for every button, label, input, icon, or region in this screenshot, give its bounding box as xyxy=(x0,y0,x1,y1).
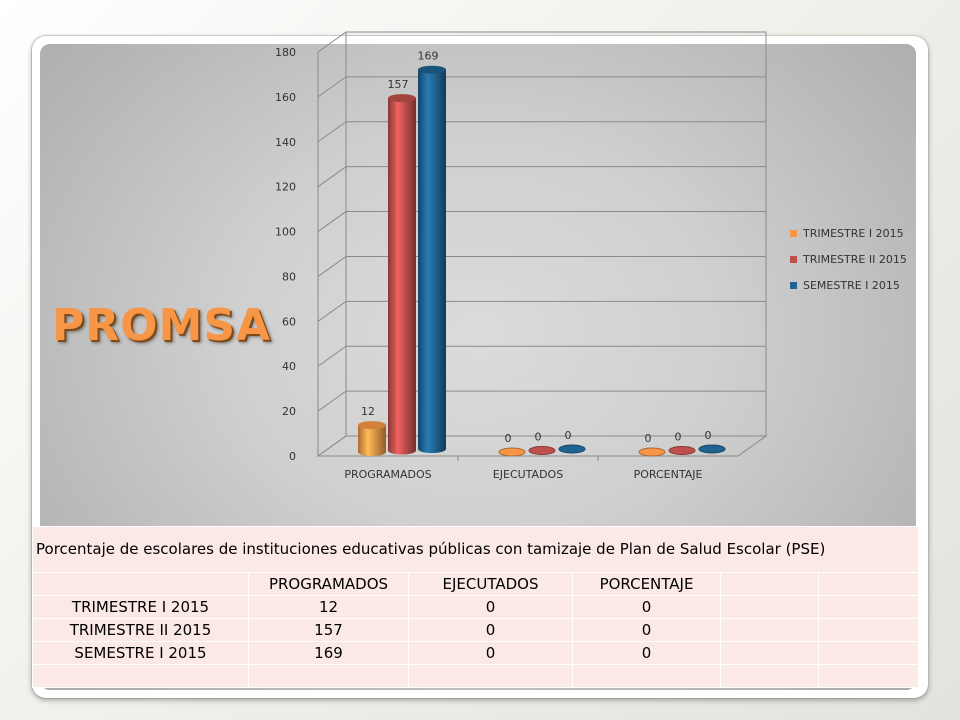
legend-swatch xyxy=(790,229,797,237)
table-cell xyxy=(720,641,819,665)
bar-top xyxy=(388,94,416,103)
y-tick-label: 40 xyxy=(282,360,296,373)
legend-swatch xyxy=(790,255,797,263)
table-cell: TRIMESTRE I 2015 xyxy=(32,595,249,619)
bar xyxy=(558,444,586,454)
table-cell xyxy=(817,641,920,665)
gridline xyxy=(317,255,766,277)
legend-label: TRIMESTRE I 2015 xyxy=(803,226,904,240)
table-header-row: PROGRAMADOS EJECUTADOS PORCENTAJE xyxy=(32,572,920,596)
data-label: 12 xyxy=(361,405,375,418)
y-tick-label: 120 xyxy=(275,181,296,194)
bar xyxy=(528,446,556,455)
legend-label: TRIMESTRE II 2015 xyxy=(803,252,907,266)
table-cell xyxy=(248,664,409,688)
gridline xyxy=(317,76,766,98)
table-caption: Porcentaje de escolares de instituciones… xyxy=(31,526,920,573)
table-cell: 0 xyxy=(572,618,721,642)
table-cell xyxy=(32,664,249,688)
data-label: 0 xyxy=(505,432,512,445)
table-cell: 0 xyxy=(408,641,573,665)
table-cell xyxy=(720,664,819,688)
slide-title: PROMSA xyxy=(52,300,272,351)
gridline xyxy=(317,31,766,53)
data-label: 0 xyxy=(565,429,572,442)
table-cell: 0 xyxy=(408,595,573,619)
table-cell: 157 xyxy=(248,618,409,642)
table-cell xyxy=(408,664,573,688)
bar xyxy=(698,444,726,454)
y-tick-label: 80 xyxy=(282,270,296,283)
y-tick-label: 0 xyxy=(289,450,296,463)
table-cell xyxy=(817,618,920,642)
bar xyxy=(638,447,666,457)
table-row xyxy=(32,664,920,688)
y-tick-label: 160 xyxy=(275,91,296,104)
x-tick-label: PORCENTAJE xyxy=(634,468,703,481)
table-cell xyxy=(572,664,721,688)
y-tick-label: 140 xyxy=(275,136,296,149)
data-table: Porcentaje de escolares de instituciones… xyxy=(31,526,920,688)
bar xyxy=(498,447,526,457)
gridline xyxy=(317,390,766,412)
table-cell xyxy=(720,595,819,619)
gridline xyxy=(317,211,766,232)
table-row: TRIMESTRE I 2015 12 0 0 xyxy=(32,595,920,619)
bar xyxy=(358,425,386,456)
bar-top xyxy=(418,65,446,74)
table-cell xyxy=(817,572,920,596)
x-tick-label: PROGRAMADOS xyxy=(344,468,431,481)
data-label: 169 xyxy=(418,50,439,63)
table-cell: 0 xyxy=(572,595,721,619)
y-tick-label: 60 xyxy=(282,315,296,328)
data-label: 157 xyxy=(388,78,409,91)
table-cell xyxy=(720,618,819,642)
gridline xyxy=(317,166,766,188)
data-label: 0 xyxy=(675,431,682,444)
table-caption-row: Porcentaje de escolares de instituciones… xyxy=(31,526,920,573)
gridline xyxy=(317,435,766,457)
y-tick-label: 180 xyxy=(275,46,296,59)
y-tick-label: 20 xyxy=(282,405,296,418)
table-cell: PROGRAMADOS xyxy=(248,572,409,596)
data-label: 0 xyxy=(705,429,712,442)
legend-item: TRIMESTRE II 2015 xyxy=(790,246,907,272)
chart-legend: TRIMESTRE I 2015 TRIMESTRE II 2015 SEMESTR… xyxy=(790,220,907,298)
table-cell: SEMESTRE I 2015 xyxy=(32,641,249,665)
table-row: TRIMESTRE II 2015 157 0 0 xyxy=(32,618,920,642)
table-cell xyxy=(817,664,920,688)
table-cell: 169 xyxy=(248,641,409,665)
table-cell xyxy=(817,595,920,619)
bar-top xyxy=(358,421,386,430)
legend-item: TRIMESTRE I 2015 xyxy=(790,220,907,246)
x-tick-label: EJECUTADOS xyxy=(493,468,563,481)
table-cell: EJECUTADOS xyxy=(408,572,573,596)
bar xyxy=(388,98,416,455)
data-label: 0 xyxy=(645,432,652,445)
bar xyxy=(418,69,446,453)
table-cell: 0 xyxy=(408,618,573,642)
table-cell: TRIMESTRE II 2015 xyxy=(32,618,249,642)
table-cell: 0 xyxy=(572,641,721,665)
data-label: 0 xyxy=(535,431,542,444)
table-cell: 12 xyxy=(248,595,409,619)
y-tick-label: 100 xyxy=(275,226,296,239)
bar xyxy=(668,446,696,455)
legend-label: SEMESTRE I 2015 xyxy=(803,278,900,292)
gridline xyxy=(317,300,766,322)
legend-item: SEMESTRE I 2015 xyxy=(790,272,907,298)
gridline xyxy=(317,345,766,367)
table-cell xyxy=(32,572,249,596)
table-row: SEMESTRE I 2015 169 0 0 xyxy=(32,641,920,665)
table-cell: PORCENTAJE xyxy=(572,572,721,596)
table-cell xyxy=(720,572,819,596)
gridline xyxy=(317,121,766,143)
legend-swatch xyxy=(790,281,797,289)
